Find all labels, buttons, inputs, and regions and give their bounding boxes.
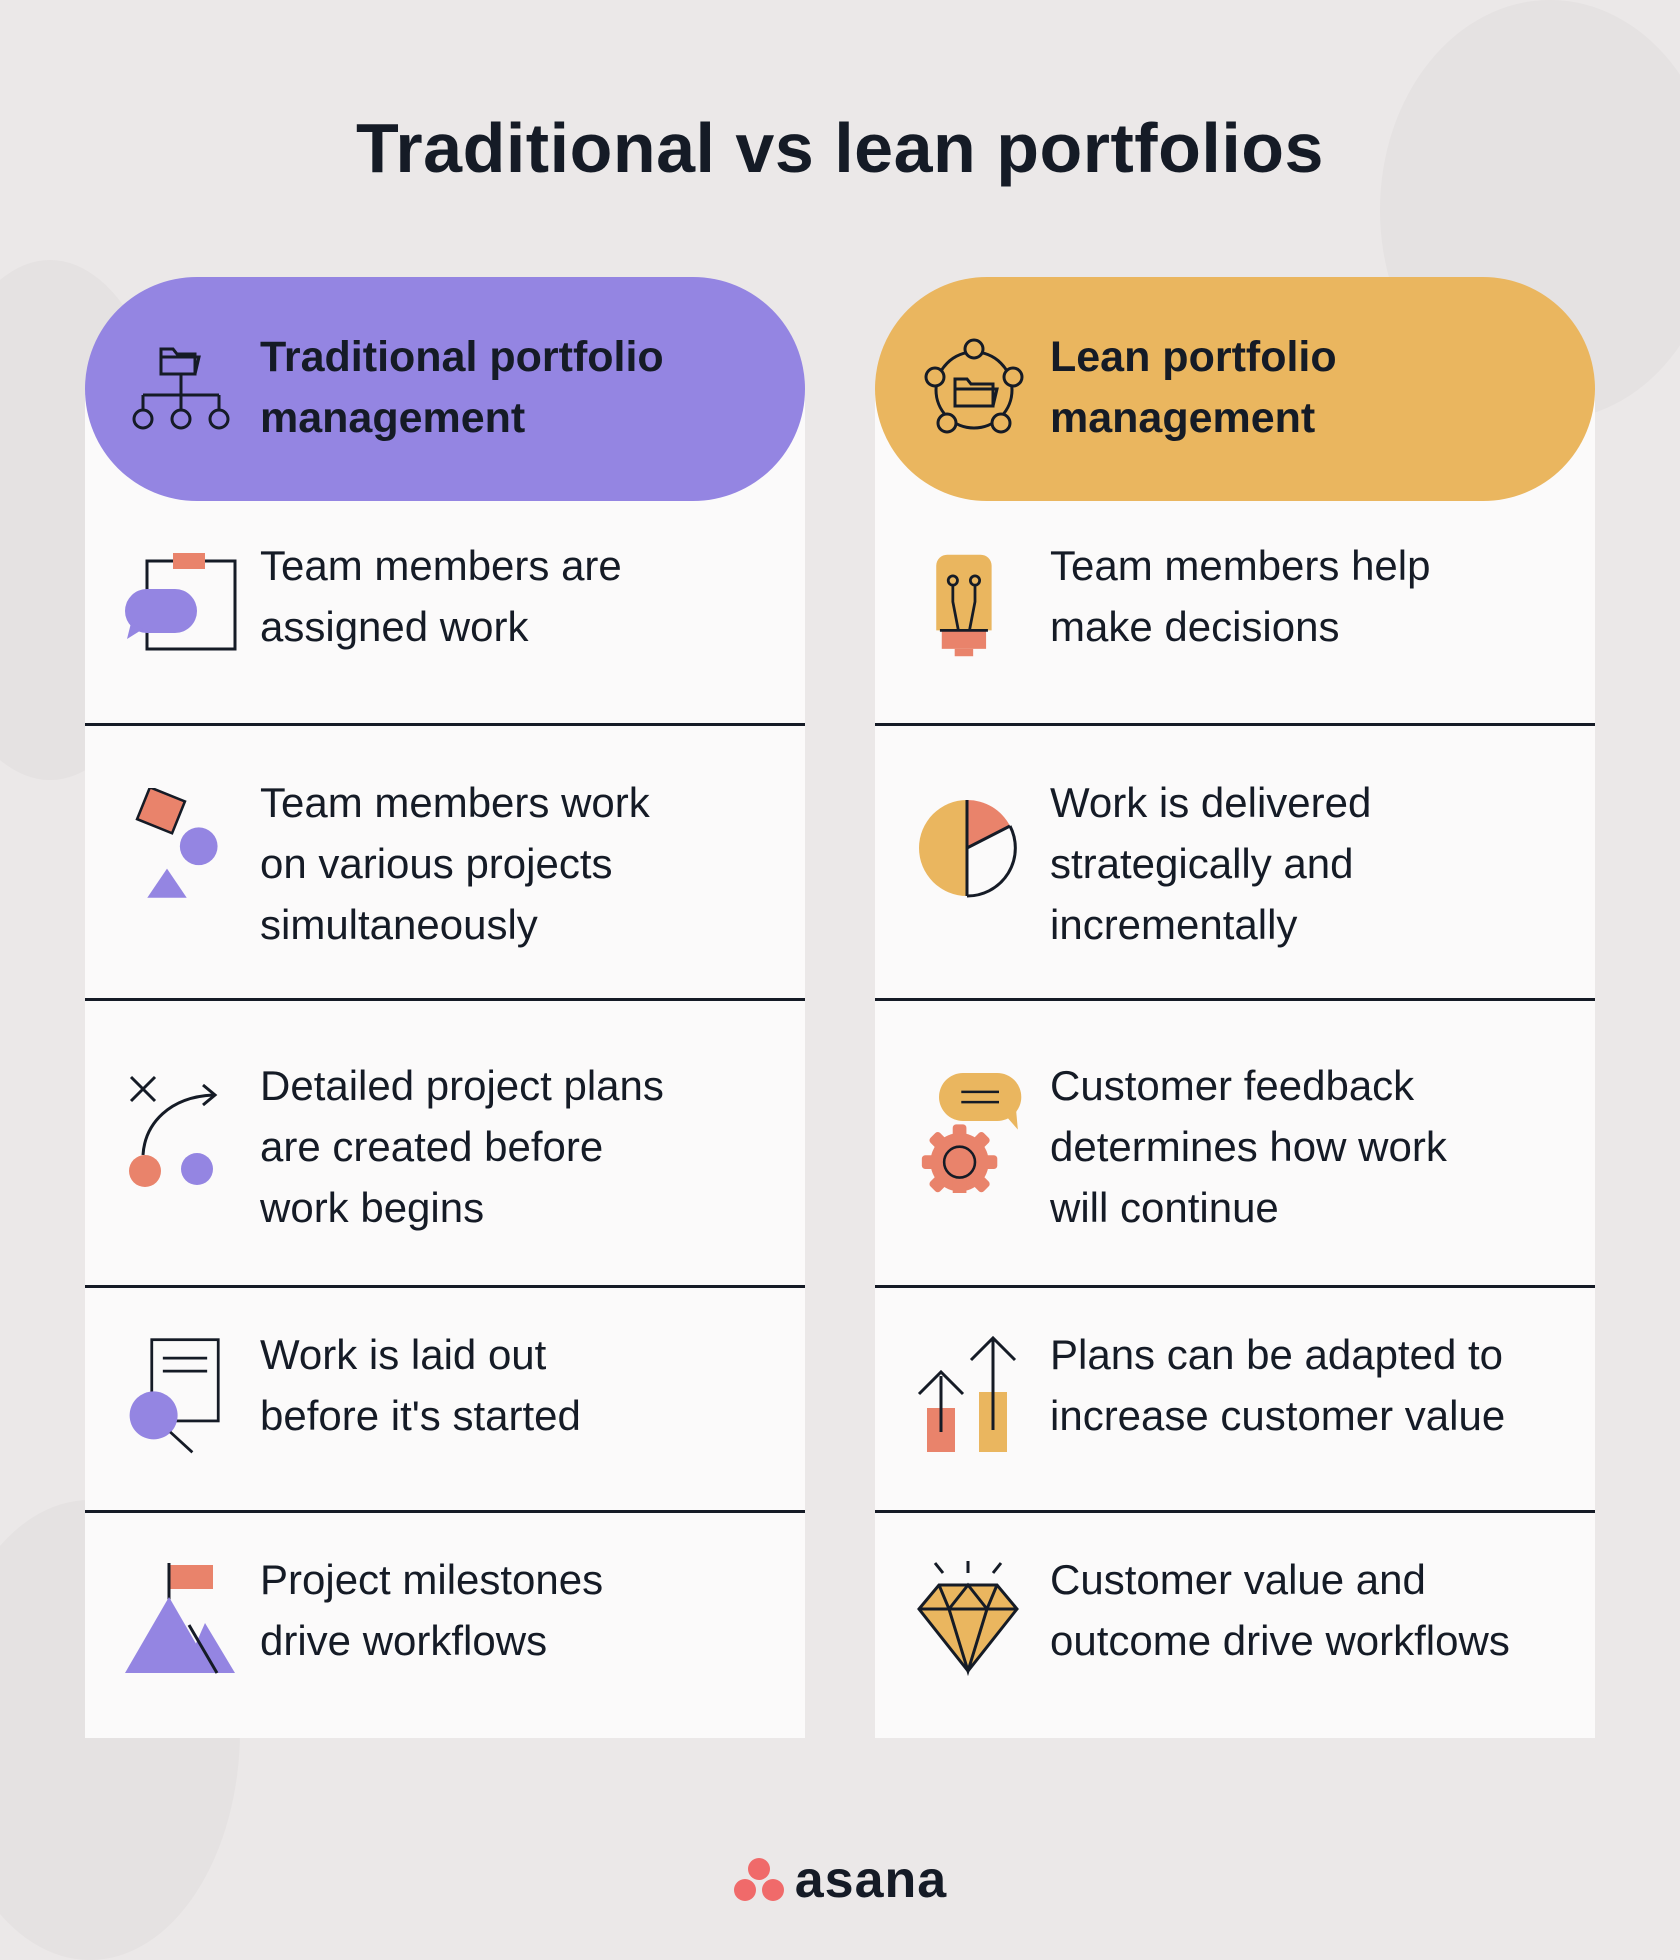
clipboard-chat-icon (125, 553, 237, 651)
list-item: Work is delivered strategically and incr… (875, 726, 1595, 1001)
network-folder-icon (924, 338, 1024, 434)
list-item: Customer feedback determines how work wi… (875, 1001, 1595, 1288)
text-line: Plans can be adapted to (1050, 1331, 1504, 1378)
lean-column: Lean portfolio management Team members h… (875, 277, 1595, 1738)
text-line: work begins (260, 1184, 485, 1231)
plan-path-icon (129, 1075, 218, 1187)
list-item-text: Plans can be adapted to increase custome… (1050, 1324, 1580, 1446)
list-item: Team members are assigned work (85, 501, 805, 726)
mountain-flag-icon (125, 1563, 235, 1674)
text-line: Project milestones (260, 1556, 604, 1603)
text-line: outcome drive workflows (1050, 1617, 1510, 1664)
text-line: increase customer value (1050, 1392, 1506, 1439)
text-line: incrementally (1050, 901, 1298, 948)
shapes-icon (135, 788, 218, 898)
page-title: Traditional vs lean portfolios (356, 109, 1324, 187)
text-line: are created before (260, 1123, 604, 1170)
diamond-icon (917, 1561, 1019, 1677)
list-item: Team members help make decisions (875, 501, 1595, 726)
lean-list: Team members help make decisions Work is… (875, 389, 1595, 1738)
text-line: simultaneously (260, 901, 538, 948)
text-line: make decisions (1050, 603, 1340, 650)
org-chart-folder-icon (132, 347, 230, 430)
text-line: Customer value and (1050, 1556, 1426, 1603)
lean-header: Lean portfolio management (875, 277, 1595, 501)
list-item-text: Team members work on various projects si… (260, 772, 790, 955)
traditional-header-title: Traditional portfolio management (260, 327, 780, 449)
text-line: Team members are (260, 542, 622, 589)
list-item-text: Team members help make decisions (1050, 535, 1580, 657)
traditional-column: Traditional portfolio management Team me… (85, 277, 805, 1738)
traditional-list: Team members are assigned work Team memb… (85, 389, 805, 1738)
text-line: Customer feedback (1050, 1062, 1415, 1109)
list-item-text: Project milestones drive workflows (260, 1549, 790, 1671)
list-item: Plans can be adapted to increase custome… (875, 1288, 1595, 1513)
list-item: Customer value and outcome drive workflo… (875, 1513, 1595, 1738)
list-item-text: Work is laid out before it's started (260, 1324, 790, 1446)
text-line: before it's started (260, 1392, 581, 1439)
traditional-header: Traditional portfolio management (85, 277, 805, 501)
text-line: Team members work (260, 779, 650, 826)
text-line: drive workflows (260, 1617, 548, 1664)
header-title-line: Lean portfolio (1050, 333, 1337, 381)
header-title-line: management (260, 394, 526, 442)
text-line: on various projects (260, 840, 613, 887)
list-item-text: Team members are assigned work (260, 535, 790, 657)
document-magnifier-icon (129, 1338, 220, 1454)
text-line: assigned work (260, 603, 529, 650)
list-item-text: Work is delivered strategically and incr… (1050, 772, 1580, 955)
list-item-text: Customer value and outcome drive workflo… (1050, 1549, 1580, 1671)
text-line: Work is delivered (1050, 779, 1372, 826)
growth-arrows-icon (917, 1336, 1017, 1452)
chat-gear-icon (921, 1073, 1022, 1193)
list-item: Team members work on various projects si… (85, 726, 805, 1001)
list-item: Detailed project plans are created befor… (85, 1001, 805, 1288)
brand-footer: asana (0, 1850, 1680, 1910)
text-line: will continue (1050, 1184, 1279, 1231)
pie-chart-icon (919, 799, 1017, 898)
text-line: Team members help (1050, 542, 1431, 589)
text-line: Work is laid out (260, 1331, 547, 1378)
header-title-line: management (1050, 394, 1316, 442)
asana-logo-icon (733, 1858, 784, 1901)
list-item-text: Customer feedback determines how work wi… (1050, 1055, 1580, 1238)
list-item-text: Detailed project plans are created befor… (260, 1055, 790, 1238)
text-line: strategically and (1050, 840, 1354, 887)
list-item: Work is laid out before it's started (85, 1288, 805, 1513)
list-item: Project milestones drive workflows (85, 1513, 805, 1738)
lightbulb-icon (936, 554, 992, 657)
brand-name: asana (794, 1851, 948, 1909)
text-line: determines how work (1050, 1123, 1447, 1170)
text-line: Detailed project plans (260, 1062, 664, 1109)
header-title-line: Traditional portfolio (260, 333, 664, 381)
lean-header-title: Lean portfolio management (1050, 327, 1570, 449)
